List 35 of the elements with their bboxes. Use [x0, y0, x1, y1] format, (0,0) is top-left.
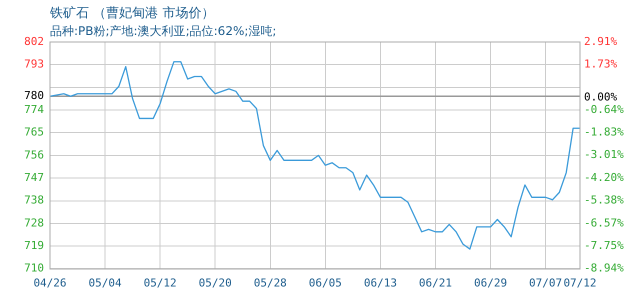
- y-tick-label: 747: [24, 170, 44, 184]
- y2-tick-label: -1.83%: [584, 126, 624, 139]
- y2-tick-label: 1.73%: [584, 57, 618, 70]
- y2-tick-label: -5.38%: [584, 194, 624, 207]
- y-tick-label: 793: [24, 58, 44, 71]
- x-tick-label: 07/07: [529, 276, 562, 290]
- x-tick-label: 05/28: [254, 276, 287, 290]
- x-tick-label: 05/12: [144, 276, 177, 290]
- y-tick-label: 765: [24, 126, 44, 139]
- y-tick-label: 728: [24, 216, 44, 230]
- x-tick-label: 06/29: [474, 276, 508, 290]
- y-tick-label: 774: [24, 102, 44, 116]
- y2-tick-label: -7.75%: [584, 238, 624, 252]
- x-tick-label: 07/12: [563, 276, 597, 290]
- y-tick-label: 710: [24, 262, 44, 275]
- x-tick-label: 04/26: [33, 276, 67, 290]
- y-tick-label: 719: [24, 238, 44, 252]
- x-tick-label: 06/13: [364, 276, 397, 290]
- y2-tick-label: -0.64%: [584, 102, 624, 116]
- y-tick-label: 738: [24, 194, 44, 207]
- y2-tick-label: 2.91%: [584, 34, 618, 48]
- x-tick-label: 05/20: [198, 276, 232, 290]
- x-tick-label: 05/04: [88, 276, 122, 290]
- y2-tick-label: 0.00%: [584, 90, 618, 104]
- y-tick-label: 802: [24, 34, 44, 48]
- x-tick-label: 06/05: [308, 276, 342, 290]
- y2-tick-label: -8.94%: [584, 262, 624, 275]
- chart-subtitle: 品种:PB粉;产地:澳大利亚;品位:62%;湿吨;: [50, 23, 276, 40]
- y-tick-label: 756: [24, 148, 44, 162]
- chart-title: 铁矿石 （曹妃甸港 市场价）: [50, 5, 214, 22]
- y-tick-label: 780: [24, 89, 44, 102]
- y2-tick-label: -4.20%: [584, 170, 624, 184]
- x-tick-label: 06/21: [418, 276, 452, 290]
- y2-tick-label: -3.01%: [584, 148, 624, 162]
- y2-tick-label: -6.57%: [584, 216, 624, 230]
